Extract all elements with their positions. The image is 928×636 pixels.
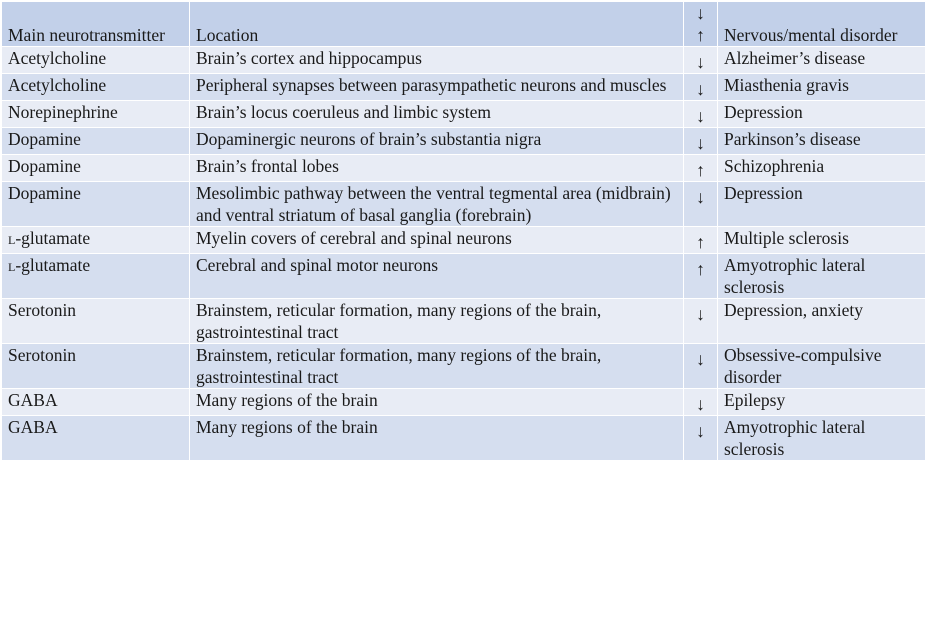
cell-location: Cerebral and spinal motor neurons	[189, 253, 684, 299]
cell-disorder: Schizophrenia	[717, 154, 926, 182]
cell-direction-icon: ↓	[683, 46, 718, 74]
cell-neurotransmitter: GABA	[1, 415, 190, 461]
cell-location: Brainstem, reticular formation, many reg…	[189, 298, 684, 344]
cell-neurotransmitter: Serotonin	[1, 343, 190, 389]
header-disorder: Nervous/mental disorder	[717, 1, 926, 47]
cell-neurotransmitter: Dopamine	[1, 127, 190, 155]
cell-location: Brain’s cortex and hippocampus	[189, 46, 684, 74]
cell-direction-icon: ↓	[683, 388, 718, 416]
table-row: Acetylcholine Brain’s cortex and hippocam…	[1, 46, 926, 74]
table-row: l-glutamate Myelin covers of cerebral and…	[1, 226, 926, 254]
arrow-up-icon: ↑	[696, 25, 705, 45]
header-neurotransmitter: Main neurotransmitter	[1, 1, 190, 47]
neurotransmitter-table-container: Main neurotransmitter Location ↓ ↑ Nervo…	[1, 1, 926, 461]
cell-location: Myelin covers of cerebral and spinal neu…	[189, 226, 684, 254]
cell-direction-icon: ↑	[683, 253, 718, 299]
cell-location: Peripheral synapses between parasympathe…	[189, 73, 684, 101]
table-row: Serotonin Brainstem, reticular formation,…	[1, 298, 926, 344]
cell-direction-icon: ↓	[683, 298, 718, 344]
table-row: l-glutamate Cerebral and spinal motor neu…	[1, 253, 926, 299]
cell-direction-icon: ↓	[683, 343, 718, 389]
cell-neurotransmitter: Norepinephrine	[1, 100, 190, 128]
cell-direction-icon: ↓	[683, 127, 718, 155]
table-row: GABA Many regions of the brain ↓ Amyotrophi…	[1, 415, 926, 461]
cell-neurotransmitter: Dopamine	[1, 181, 190, 227]
cell-direction-icon: ↓	[683, 181, 718, 227]
cell-neurotransmitter: Acetylcholine	[1, 73, 190, 101]
cell-direction-icon: ↑	[683, 154, 718, 182]
cell-neurotransmitter: Dopamine	[1, 154, 190, 182]
cell-location: Brain’s locus coeruleus and limbic syste…	[189, 100, 684, 128]
cell-location: Mesolimbic pathway between the ventral t…	[189, 181, 684, 227]
cell-neurotransmitter: l-glutamate	[1, 253, 190, 299]
table-row: Norepinephrine Brain’s locus coeruleus an…	[1, 100, 926, 128]
cell-neurotransmitter: Acetylcholine	[1, 46, 190, 74]
table-row: Dopamine Mesolimbic pathway between the v…	[1, 181, 926, 227]
cell-disorder: Amyotrophic lateral sclerosis	[717, 253, 926, 299]
cell-disorder: Depression	[717, 181, 926, 227]
cell-direction-icon: ↓	[683, 73, 718, 101]
cell-disorder: Depression, anxiety	[717, 298, 926, 344]
header-direction: ↓ ↑	[683, 1, 718, 47]
table-row: Acetylcholine Peripheral synapses between…	[1, 73, 926, 101]
cell-neurotransmitter: l-glutamate	[1, 226, 190, 254]
cell-disorder: Alzheimer’s disease	[717, 46, 926, 74]
cell-neurotransmitter: Serotonin	[1, 298, 190, 344]
cell-disorder: Miasthenia gravis	[717, 73, 926, 101]
header-location: Location	[189, 1, 684, 47]
cell-disorder: Amyotrophic lateral sclerosis	[717, 415, 926, 461]
neurotransmitter-disorder-table: Main neurotransmitter Location ↓ ↑ Nervo…	[1, 1, 926, 461]
cell-direction-icon: ↑	[683, 226, 718, 254]
table-row: Serotonin Brainstem, reticular formation,…	[1, 343, 926, 389]
cell-disorder: Obsessive-compulsive disorder	[717, 343, 926, 389]
table-row: Dopamine Brain’s frontal lobes ↑ Schizophre…	[1, 154, 926, 182]
cell-location: Many regions of the brain	[189, 415, 684, 461]
cell-location: Many regions of the brain	[189, 388, 684, 416]
table-header-row: Main neurotransmitter Location ↓ ↑ Nervo…	[1, 1, 926, 47]
cell-disorder: Epilepsy	[717, 388, 926, 416]
cell-neurotransmitter: GABA	[1, 388, 190, 416]
cell-location: Dopaminergic neurons of brain’s substant…	[189, 127, 684, 155]
table-row: GABA Many regions of the brain ↓ Epilepsy	[1, 388, 926, 416]
cell-disorder: Parkinson’s disease	[717, 127, 926, 155]
cell-direction-icon: ↓	[683, 415, 718, 461]
cell-disorder: Multiple sclerosis	[717, 226, 926, 254]
cell-location: Brain’s frontal lobes	[189, 154, 684, 182]
cell-direction-icon: ↓	[683, 100, 718, 128]
cell-location: Brainstem, reticular formation, many reg…	[189, 343, 684, 389]
table-row: Dopamine Dopaminergic neurons of brain’s …	[1, 127, 926, 155]
arrow-down-icon: ↓	[696, 3, 705, 23]
cell-disorder: Depression	[717, 100, 926, 128]
